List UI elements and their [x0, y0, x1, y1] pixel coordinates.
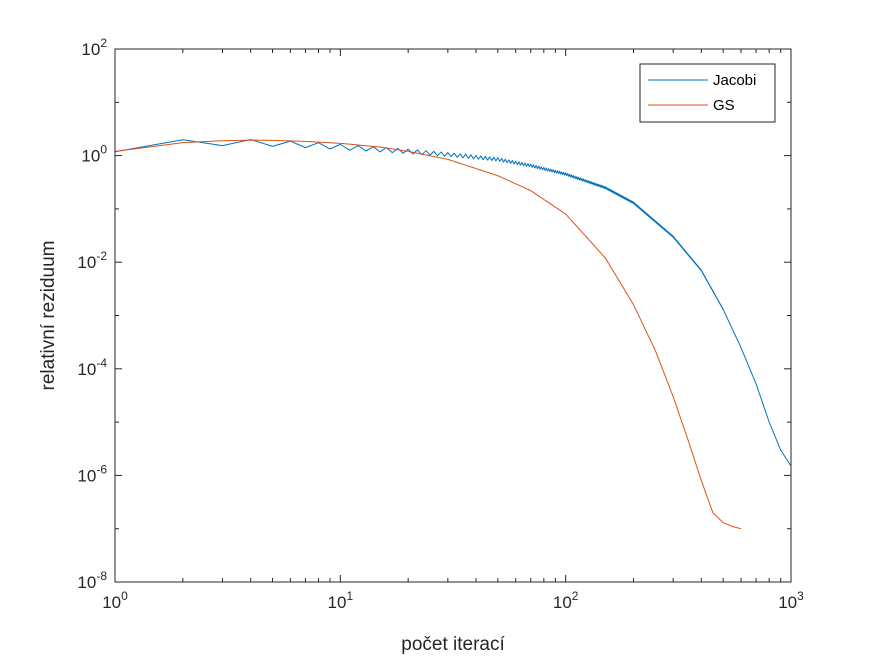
- axes-layer: 100 101 102 103 10-8 10-6 10-4 10-2 100 102: [77, 36, 804, 612]
- y-tick-label: 10-4: [77, 356, 107, 379]
- y-tick-label: 10-6: [77, 462, 107, 485]
- legend-label-jacobi: Jacobi: [713, 72, 756, 89]
- y-axis-label: relativní reziduum: [38, 241, 59, 391]
- x-tick-label: 102: [553, 589, 579, 612]
- x-axis-label: počet iterací: [401, 634, 505, 655]
- legend-label-gs: GS: [713, 97, 735, 114]
- plot-frame: [114, 48, 792, 583]
- series-line-gs: [115, 139, 742, 530]
- y-tick-label: 10-2: [77, 249, 107, 272]
- x-tick-label: 100: [102, 589, 128, 612]
- y-tick-label: 100: [81, 143, 107, 166]
- y-tick-label: 10-8: [77, 569, 107, 592]
- x-tick-label: 101: [328, 589, 354, 612]
- plot-area: [115, 49, 791, 582]
- x-tick-label: 103: [778, 589, 804, 612]
- y-tick-label: 102: [81, 36, 107, 59]
- series-layer: [115, 138, 791, 530]
- legend: Jacobi GS: [639, 63, 776, 123]
- legend-box: [639, 63, 776, 123]
- series-line-jacobi: [115, 138, 791, 467]
